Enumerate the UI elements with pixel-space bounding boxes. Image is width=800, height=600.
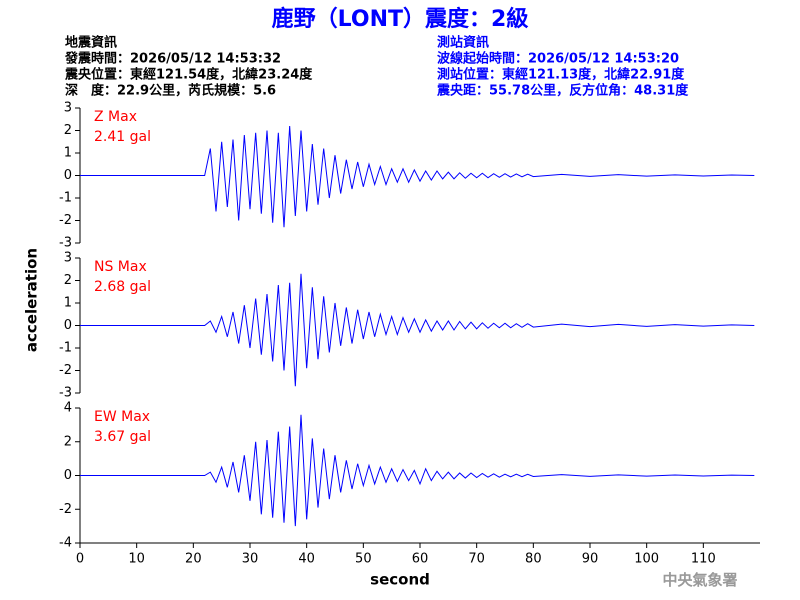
x-tick-label: 100: [634, 552, 659, 567]
info-line: 發震時間：2026/05/12 14:53:32: [64, 51, 281, 67]
annotation: Z Max: [94, 109, 137, 125]
y-tick-label: 3: [64, 101, 72, 116]
chart-title: 鹿野（LONT）震度：2級: [272, 6, 529, 32]
footer: 中央氣象署: [662, 571, 737, 589]
info-line: 震央位置：東經121.54度，北緯23.24度: [64, 67, 313, 83]
annotation: 2.41 gal: [94, 129, 151, 145]
x-tick-label: 90: [582, 552, 599, 567]
y-tick-label: -3: [59, 386, 72, 401]
y-tick-label: -1: [59, 341, 72, 356]
x-tick-label: 60: [412, 552, 429, 567]
y-tick-label: -4: [59, 536, 72, 551]
x-tick-label: 0: [76, 552, 84, 567]
info-line: 深 度：22.9公里，芮氏規模：5.6: [65, 83, 276, 99]
y-tick-label: 0: [64, 468, 72, 483]
x-tick-label: 70: [468, 552, 485, 567]
x-tick-label: 50: [355, 552, 372, 567]
waveform: [80, 414, 755, 527]
y-tick-label: 4: [64, 401, 72, 416]
y-tick-label: -2: [59, 213, 72, 228]
y-tick-label: 0: [64, 318, 72, 333]
x-axis-label: second: [370, 571, 430, 589]
annotation: EW Max: [94, 409, 150, 425]
y-tick-label: 2: [64, 123, 72, 138]
x-tick-label: 10: [128, 552, 145, 567]
info-line: 波線起始時間：2026/05/12 14:53:20: [437, 51, 679, 67]
y-tick-label: -2: [59, 363, 72, 378]
y-tick-label: 1: [64, 296, 72, 311]
info-line: 震央距：55.78公里，反方位角：48.31度: [436, 83, 689, 99]
info-line: 測站資訊: [437, 35, 489, 51]
waveform: [80, 125, 755, 228]
info-line: 測站位置：東經121.13度，北緯22.91度: [437, 67, 685, 83]
waveform: [80, 273, 755, 387]
y-tick-label: -2: [59, 502, 72, 517]
y-tick-label: 2: [64, 273, 72, 288]
annotation: 2.68 gal: [94, 279, 151, 295]
y-axis-label: acceleration: [23, 248, 41, 352]
y-tick-label: -1: [59, 191, 72, 206]
x-tick-label: 110: [691, 552, 716, 567]
y-tick-label: -3: [59, 236, 72, 251]
x-tick-label: 20: [185, 552, 202, 567]
annotation: 3.67 gal: [94, 429, 151, 445]
x-tick-label: 80: [525, 552, 542, 567]
info-line: 地震資訊: [65, 35, 117, 51]
y-tick-label: 0: [64, 168, 72, 183]
x-tick-label: 30: [242, 552, 259, 567]
x-tick-label: 40: [298, 552, 315, 567]
y-tick-label: 3: [64, 251, 72, 266]
y-tick-label: 2: [64, 434, 72, 449]
annotation: NS Max: [94, 259, 147, 275]
y-tick-label: 1: [64, 146, 72, 161]
